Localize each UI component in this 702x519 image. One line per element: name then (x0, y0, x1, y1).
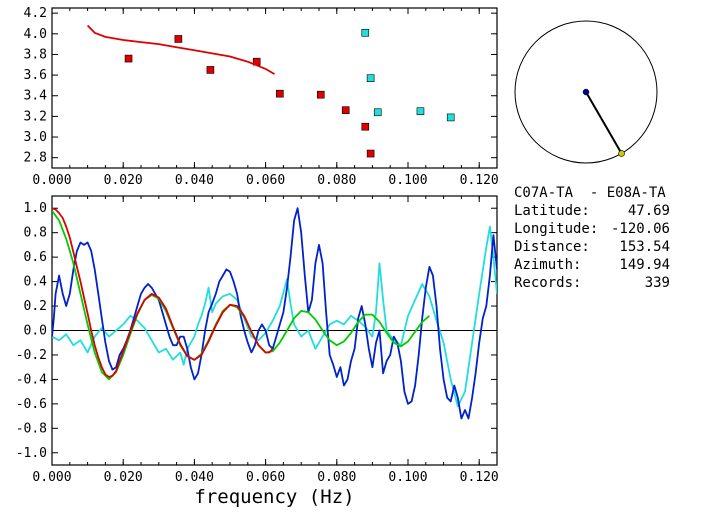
latitude-row: Latitude: 47.69 (514, 202, 700, 220)
y-tick-label: 3.4 (24, 89, 48, 104)
station-pair: C07A-TA - E08A-TA (514, 185, 666, 201)
distance-value: 153.54 (619, 239, 670, 255)
x-tick-label: 0.000 (32, 173, 71, 188)
records-value: 339 (644, 275, 670, 291)
data-point (206, 66, 215, 74)
x-tick-label: 0.120 (460, 173, 499, 188)
records-label: Records: (514, 275, 582, 291)
target-station-dot (618, 150, 625, 157)
x-tick-label: 0.100 (388, 470, 427, 485)
latitude-value: 47.69 (627, 203, 670, 219)
x-tick-label: 0.020 (104, 470, 143, 485)
plot-frame (51, 7, 498, 169)
longitude-label: Longitude: (514, 221, 599, 237)
data-point (276, 89, 284, 98)
y-tick-label: 0.4 (24, 275, 48, 290)
y-tick-label: 4.2 (24, 6, 47, 21)
latitude-label: Latitude: (514, 203, 590, 219)
x-tick-label: 0.060 (246, 173, 285, 188)
data-point (361, 122, 370, 131)
station-info: C07A-TA - E08A-TA Latitude: 47.69 Longit… (514, 184, 700, 292)
data-point (366, 149, 375, 158)
correlation-panel: 0.000 0.020 0.040 0.060 0.080 0.100 0.120 1.0 0.… (16, 195, 499, 508)
data-point (174, 35, 183, 43)
y-tick-label: -0.2 (16, 348, 47, 363)
x-tick-label: 0.040 (175, 173, 214, 188)
x-tick-label: 0.080 (317, 470, 356, 485)
series-line (52, 207, 274, 378)
x-tick-label: 0.120 (460, 470, 499, 485)
y-tick-label: -0.4 (16, 372, 47, 387)
series-line (52, 210, 430, 381)
origin-station-dot (582, 88, 590, 96)
longitude-value: -120.06 (610, 221, 670, 237)
dispersion-panel: 0.000 0.020 0.040 0.060 0.080 0.100 0.120 2.8 3.… (24, 6, 499, 188)
y-tick-label: -0.8 (16, 421, 47, 436)
y-tick-label: 0.6 (24, 250, 47, 265)
azimuth-circle (514, 20, 658, 164)
azimuth-line (585, 91, 623, 154)
data-point (366, 74, 375, 82)
data-point (316, 90, 325, 99)
y-tick-label: 0.0 (24, 324, 47, 339)
distance-label: Distance: (514, 239, 590, 255)
data-point (341, 106, 350, 114)
y-tick-label: -1.0 (16, 446, 47, 461)
y-tick-label: 1.0 (24, 201, 47, 216)
y-tick-label: 3.6 (24, 68, 47, 83)
y-tick-label: 3.2 (24, 109, 47, 124)
x-axis-label: frequency (Hz) (194, 486, 354, 508)
x-tick-label: 0.100 (388, 173, 427, 188)
azimuth-label: Azimuth: (514, 257, 582, 273)
x-tick-label: 0.040 (175, 470, 214, 485)
x-tick-label: 0.080 (317, 173, 356, 188)
y-tick-label: -0.6 (16, 397, 47, 412)
data-point (124, 54, 133, 63)
y-tick-label: 3.8 (24, 47, 47, 62)
y-tick-label: 0.2 (24, 299, 47, 314)
data-point (416, 107, 425, 116)
data-point (373, 108, 382, 117)
series-line (52, 225, 497, 408)
data-point (446, 113, 455, 122)
y-tick-label: 3.0 (24, 130, 47, 145)
x-tick-label: 0.000 (32, 470, 71, 485)
y-tick-label: 4.0 (24, 27, 47, 42)
distance-row: Distance: 153.54 (514, 238, 700, 256)
azimuth-value: 149.94 (619, 257, 670, 273)
azimuth-compass (514, 20, 658, 164)
data-point (361, 28, 370, 37)
series-line (86, 24, 275, 75)
x-tick-label: 0.020 (104, 173, 143, 188)
y-tick-label: 0.8 (24, 226, 47, 241)
azimuth-row: Azimuth: 149.94 (514, 256, 700, 274)
y-tick-label: 2.8 (24, 151, 47, 166)
series-line (52, 207, 497, 420)
longitude-row: Longitude: -120.06 (514, 220, 700, 238)
x-tick-label: 0.060 (246, 470, 285, 485)
records-row: Records: 339 (514, 274, 700, 292)
